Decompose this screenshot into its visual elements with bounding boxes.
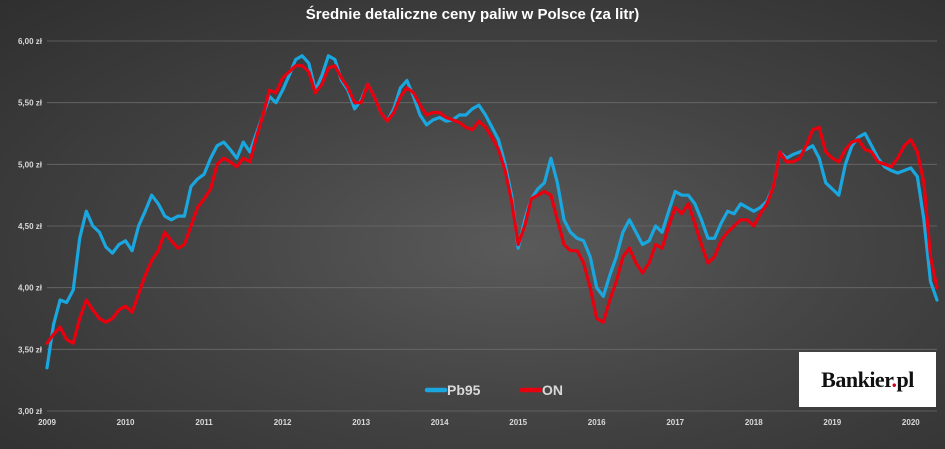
legend-label-pb95: Pb95 — [447, 382, 481, 398]
gridlines — [47, 40, 937, 412]
logo-text: Bankier.pl — [821, 366, 914, 392]
legend-label-on: ON — [542, 382, 563, 398]
x-tick-label: 2018 — [745, 418, 763, 427]
y-tick-label: 3,00 zł — [18, 407, 43, 416]
chart-title: Średnie detaliczne ceny paliw w Polsce (… — [305, 6, 640, 23]
series-lines — [45, 54, 939, 370]
x-tick-label: 2015 — [509, 418, 527, 427]
x-tick-label: 2017 — [666, 418, 684, 427]
x-tick-label: 2011 — [195, 418, 213, 427]
bankier-logo: Bankier.pl — [799, 352, 936, 407]
x-tick-label: 2013 — [352, 418, 370, 427]
y-tick-label: 3,50 zł — [18, 345, 43, 354]
x-tick-label: 2014 — [431, 418, 449, 427]
y-tick-label: 6,00 zł — [18, 37, 43, 46]
y-tick-label: 4,50 zł — [18, 222, 43, 231]
x-tick-label: 2012 — [274, 418, 292, 427]
x-tick-label: 2010 — [117, 418, 135, 427]
x-tick-label: 2009 — [38, 418, 56, 427]
x-tick-label: 2019 — [823, 418, 841, 427]
x-tick-label: 2020 — [902, 418, 920, 427]
series-line-on — [45, 64, 939, 345]
x-axis-tick-labels: 2009 2010 2011 2012 2013 2014 2015 2016 2017 2018… — [38, 418, 920, 427]
y-tick-label: 5,50 zł — [18, 99, 43, 108]
y-tick-label: 4,00 zł — [18, 284, 43, 293]
y-axis-tick-labels: 3,00 zł 3,50 zł 4,00 zł 4,50 zł 5,00 zł 5,50 … — [18, 37, 43, 416]
series-line-pb95 — [45, 54, 939, 370]
legend: Pb95 ON — [424, 382, 563, 398]
y-tick-label: 5,00 zł — [18, 160, 43, 169]
x-tick-label: 2016 — [588, 418, 606, 427]
